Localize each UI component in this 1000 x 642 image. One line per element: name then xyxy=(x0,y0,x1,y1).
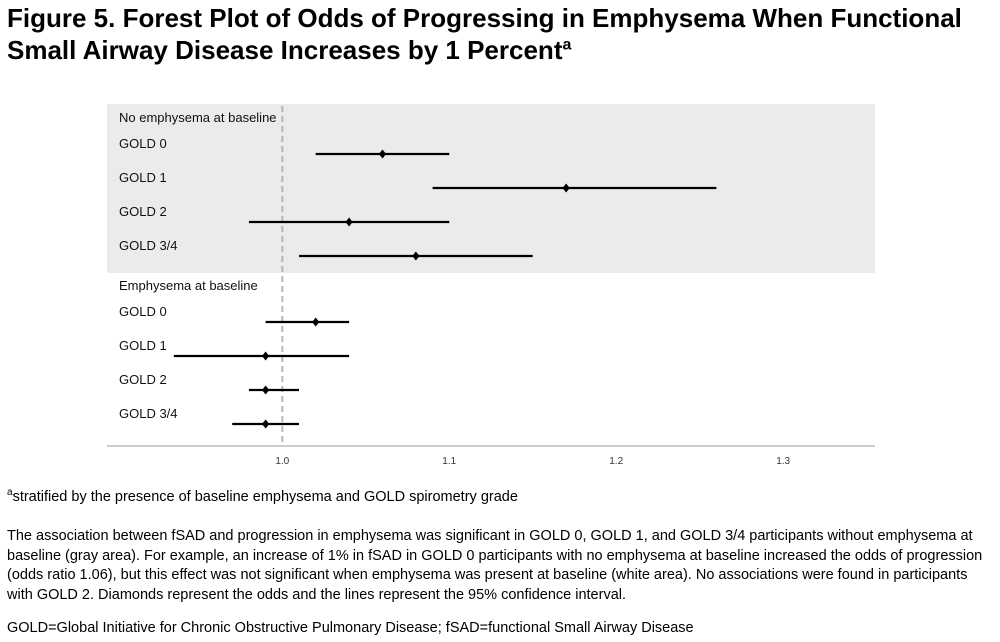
footnote-description: The association between fSAD and progres… xyxy=(7,528,983,603)
row-label: GOLD 1 xyxy=(119,338,167,353)
figure-title-superscript: a xyxy=(562,36,572,54)
figure-title-line-2: Small Airway Disease Increases by 1 Perc… xyxy=(7,34,992,66)
x-tick-label: 1.2 xyxy=(609,456,623,467)
figure-title: Figure 5. Forest Plot of Odds of Progres… xyxy=(7,2,992,66)
x-tick-label: 1.3 xyxy=(776,456,790,467)
row-label: GOLD 2 xyxy=(119,204,167,219)
row-label: GOLD 3/4 xyxy=(119,406,178,421)
figure-title-line-1: Figure 5. Forest Plot of Odds of Progres… xyxy=(7,3,962,33)
row-label: GOLD 2 xyxy=(119,372,167,387)
odds-ratio-diamond xyxy=(412,251,420,261)
odds-ratio-diamond xyxy=(378,149,387,159)
odds-ratio-diamond xyxy=(562,183,570,193)
group-label: Emphysema at baseline xyxy=(119,278,258,293)
figure-title-line-2-text: Small Airway Disease Increases by 1 Perc… xyxy=(7,35,563,65)
x-tick-label: 1.1 xyxy=(442,456,456,467)
odds-ratio-diamond xyxy=(262,385,270,395)
group-label: No emphysema at baseline xyxy=(119,110,277,125)
footnote-stratified: astratified by the presence of baseline … xyxy=(7,488,997,508)
footnote-abbreviations: GOLD=Global Initiative for Chronic Obstr… xyxy=(7,620,694,636)
odds-ratio-diamond xyxy=(262,351,270,361)
footnote-stratified-text: stratified by the presence of baseline e… xyxy=(12,489,518,505)
row-label: GOLD 1 xyxy=(119,170,167,185)
footnote-superscript: a xyxy=(7,487,13,499)
x-tick-label: 1.0 xyxy=(275,456,289,467)
row-label: GOLD 0 xyxy=(119,304,167,319)
odds-ratio-diamond xyxy=(262,419,270,429)
row-label: GOLD 0 xyxy=(119,136,167,151)
row-label: GOLD 3/4 xyxy=(119,238,178,253)
odds-ratio-diamond xyxy=(345,217,353,227)
odds-ratio-diamond xyxy=(312,317,320,327)
